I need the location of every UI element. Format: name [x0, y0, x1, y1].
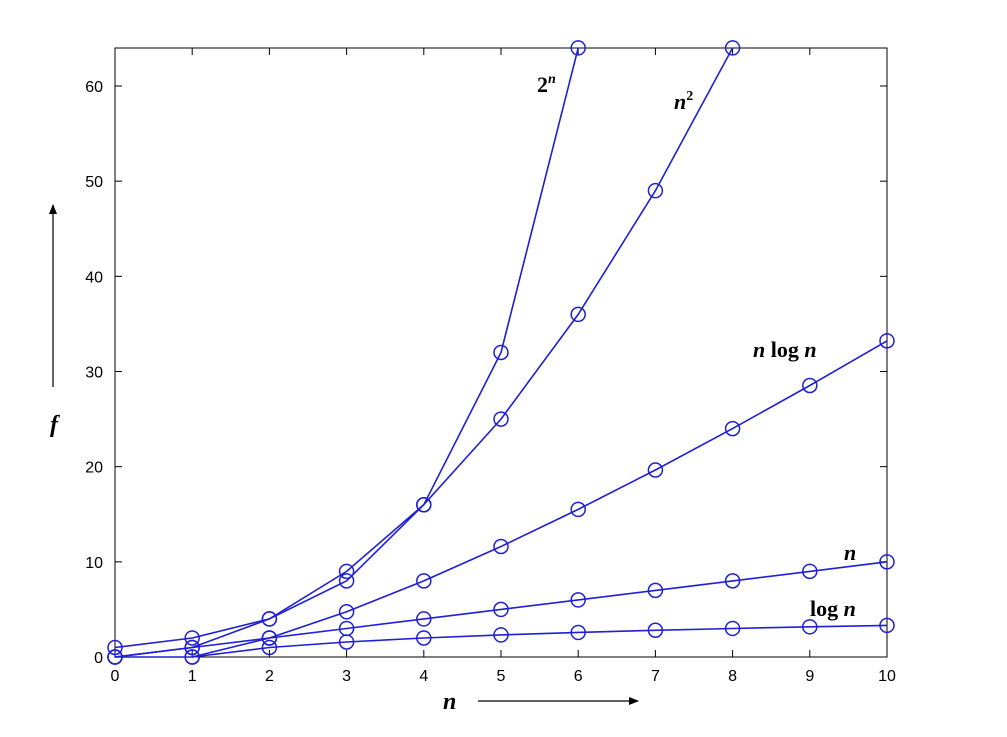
y-tick-label: 60 — [85, 79, 103, 96]
data-point-lin — [570, 592, 586, 608]
x-tick-label: 8 — [728, 668, 737, 685]
data-point-nlogn — [724, 420, 741, 437]
x-tick-label: 7 — [651, 668, 660, 685]
data-point-lin — [107, 649, 123, 665]
x-tick-label: 1 — [188, 668, 197, 685]
series-line-nlogn — [115, 340, 888, 658]
data-point-lin — [184, 639, 200, 656]
data-point-nlogn — [416, 573, 432, 589]
x-tick-label: 5 — [497, 668, 506, 685]
x-tick-label: 6 — [574, 668, 583, 685]
data-point-lin — [493, 601, 509, 618]
data-point-sq — [261, 611, 278, 627]
data-point-sq — [338, 563, 355, 580]
data-point-lin — [802, 563, 818, 580]
data-point-pow2 — [493, 344, 509, 361]
data-point-logn — [261, 639, 278, 656]
data-point-pow2 — [107, 639, 123, 656]
data-point-logn — [184, 649, 200, 665]
data-point-logn — [647, 622, 664, 639]
y-tick-label: 30 — [85, 365, 103, 382]
series-line-lin — [114, 561, 888, 658]
axis-labels: n f — [49, 204, 639, 715]
series-label-pow2: 2n — [537, 72, 556, 97]
series-layer — [107, 40, 895, 665]
data-point-pow2 — [184, 630, 200, 646]
axis-ticks: 0 1 2 3 4 5 6 7 8 9 10 0 10 20 30 40 50 60 — [85, 48, 896, 685]
y-tick-label: 0 — [94, 650, 103, 667]
series-logn — [184, 617, 895, 665]
x-tick-label: 0 — [111, 668, 120, 685]
data-point-logn — [570, 624, 586, 641]
x-tick-label: 9 — [805, 668, 814, 685]
series-label-lin: n — [844, 540, 856, 565]
data-point-logn — [416, 630, 432, 646]
data-point-logn — [724, 620, 741, 637]
series-labels: 2n n2 n log n n log n — [537, 72, 856, 621]
series-label-logn: log n — [810, 596, 856, 621]
data-point-nlogn — [493, 538, 509, 555]
data-point-logn — [338, 634, 355, 650]
data-point-sq — [570, 306, 586, 323]
series-lin — [107, 554, 895, 665]
y-tick-label: 10 — [85, 555, 103, 572]
data-point-sq — [416, 496, 432, 513]
data-point-nlogn — [338, 604, 355, 620]
data-point-sq — [724, 40, 741, 56]
data-point-lin — [724, 573, 741, 589]
x-tick-label: 10 — [878, 668, 896, 685]
y-tick-label: 50 — [85, 174, 103, 191]
data-point-lin — [879, 554, 895, 570]
data-point-logn — [879, 617, 895, 634]
series-line-logn — [192, 624, 888, 658]
data-point-sq — [647, 182, 664, 199]
series-nlogn — [107, 333, 895, 665]
data-point-lin — [261, 630, 278, 646]
data-point-lin — [416, 611, 432, 627]
x-tick-label: 3 — [342, 668, 351, 685]
data-point-lin — [647, 582, 664, 599]
data-point-logn — [802, 619, 818, 635]
x-tick-label: 4 — [419, 668, 428, 685]
series-line-sq — [114, 47, 734, 658]
data-point-logn — [493, 627, 509, 643]
series-label-nlogn: n log n — [753, 337, 817, 362]
x-axis-label: n — [443, 689, 456, 715]
data-point-nlogn — [570, 501, 586, 518]
x-tick-label: 2 — [265, 668, 274, 685]
y-tick-label: 40 — [85, 269, 103, 286]
data-point-pow2 — [570, 40, 586, 56]
data-point-sq — [493, 411, 509, 427]
series-label-sq: n2 — [674, 89, 693, 114]
data-point-pow2 — [338, 573, 355, 589]
series-pow2 — [107, 40, 586, 656]
data-point-nlogn — [879, 333, 895, 349]
data-point-nlogn — [647, 462, 664, 478]
y-axis-label: f — [50, 412, 60, 438]
series-line-pow2 — [114, 47, 579, 649]
data-point-nlogn — [802, 377, 818, 394]
series-sq — [107, 40, 741, 665]
y-tick-label: 20 — [85, 460, 103, 477]
